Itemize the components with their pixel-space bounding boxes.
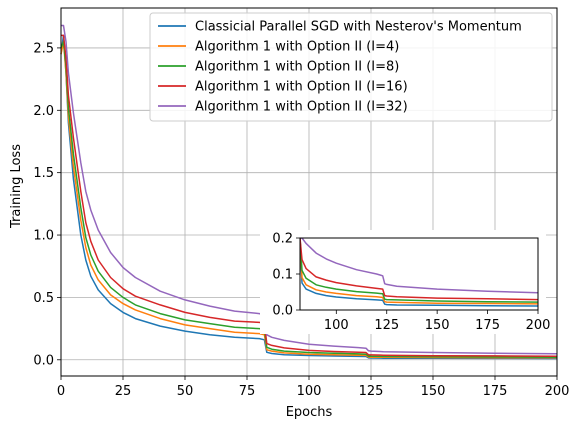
series-line-5 bbox=[61, 24, 558, 355]
x-tick-label: 175 bbox=[483, 384, 508, 399]
series-line-3 bbox=[60, 40, 558, 358]
inset-x-tick-label: 125 bbox=[374, 318, 399, 333]
series-line-1 bbox=[60, 34, 558, 360]
x-axis-title: Epochs bbox=[286, 405, 333, 420]
x-tick-label: 25 bbox=[115, 384, 132, 399]
inset-zoom-plot: 100 125 150 175 200 0.0 0.1 0.2 bbox=[260, 230, 550, 334]
inset-series-line-4 bbox=[300, 238, 538, 301]
x-tick-label: 200 bbox=[545, 384, 570, 399]
legend-label-2: Algorithm 1 with Option II (I=4) bbox=[195, 40, 399, 55]
main-axis-ticks: 0 25 50 75 100 125 150 175 200 0.0 0.5 1.0 1.5 2.0 2.5 bbox=[33, 41, 569, 399]
legend-label-3: Algorithm 1 with Option II (I=8) bbox=[195, 60, 399, 75]
inset-series-line-2 bbox=[300, 238, 538, 305]
inset-series-lines bbox=[300, 238, 538, 307]
x-tick-label: 0 bbox=[57, 384, 65, 399]
legend-label-5: Algorithm 1 with Option II (I=32) bbox=[195, 100, 408, 115]
inset-background bbox=[260, 230, 546, 334]
x-tick-label: 75 bbox=[239, 384, 256, 399]
inset-x-tick-label: 100 bbox=[324, 318, 349, 333]
inset-x-tick-label: 175 bbox=[475, 318, 500, 333]
series-line-4 bbox=[61, 34, 558, 357]
legend-label-1: Classicial Parallel SGD with Nesterov's … bbox=[195, 20, 522, 35]
legend-label-4: Algorithm 1 with Option II (I=16) bbox=[195, 80, 408, 95]
main-series-lines bbox=[60, 24, 558, 360]
x-tick-label: 125 bbox=[359, 384, 384, 399]
inset-y-tick-label: 0.2 bbox=[272, 232, 293, 247]
legend: Classicial Parallel SGD with Nesterov's … bbox=[149, 12, 553, 122]
series-line-2 bbox=[60, 40, 558, 359]
x-tick-label: 100 bbox=[297, 384, 322, 399]
y-tick-label: 2.0 bbox=[33, 104, 54, 119]
x-tick-label: 150 bbox=[421, 384, 446, 399]
legend-box bbox=[149, 12, 553, 122]
inset-series-line-3 bbox=[300, 238, 538, 303]
y-tick-label: 0.0 bbox=[33, 353, 54, 368]
inset-series-line-5 bbox=[300, 238, 538, 294]
x-tick-label: 50 bbox=[177, 384, 194, 399]
y-tick-label: 2.5 bbox=[33, 41, 54, 56]
inset-x-tick-label: 200 bbox=[526, 318, 551, 333]
y-tick-label: 1.5 bbox=[33, 166, 54, 181]
inset-axis-ticks: 100 125 150 175 200 0.0 0.1 0.2 bbox=[272, 232, 550, 334]
inset-y-tick-label: 0.1 bbox=[272, 268, 293, 283]
inset-series-line-1 bbox=[300, 238, 538, 307]
inset-y-tick-label: 0.0 bbox=[272, 304, 293, 319]
inset-x-tick-label: 150 bbox=[425, 318, 450, 333]
y-axis-title: Training Loss bbox=[9, 144, 24, 229]
y-tick-label: 0.5 bbox=[33, 291, 54, 306]
y-tick-label: 1.0 bbox=[33, 229, 54, 244]
